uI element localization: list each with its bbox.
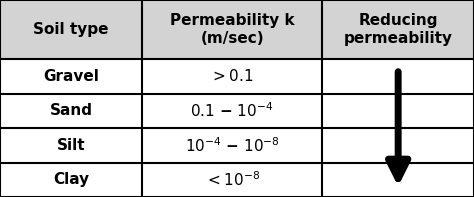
Bar — [0, 0, 474, 59]
Text: Clay: Clay — [53, 172, 89, 187]
Text: $<10^{-8}$: $<10^{-8}$ — [205, 170, 260, 189]
Text: Gravel: Gravel — [43, 69, 99, 84]
Text: Reducing
permeability: Reducing permeability — [344, 13, 453, 46]
Text: $>0.1$: $>0.1$ — [210, 68, 254, 84]
Text: $0.1\ \mathbf{-}\ 10^{-4}$: $0.1\ \mathbf{-}\ 10^{-4}$ — [191, 101, 274, 120]
Bar — [0, 59, 474, 197]
Text: Soil type: Soil type — [33, 22, 109, 37]
Text: $10^{-4}\ \mathbf{-}\ 10^{-8}$: $10^{-4}\ \mathbf{-}\ 10^{-8}$ — [185, 136, 280, 155]
Text: Sand: Sand — [50, 103, 92, 118]
Text: Silt: Silt — [57, 138, 85, 153]
Text: Permeability k
(m/sec): Permeability k (m/sec) — [170, 13, 294, 46]
